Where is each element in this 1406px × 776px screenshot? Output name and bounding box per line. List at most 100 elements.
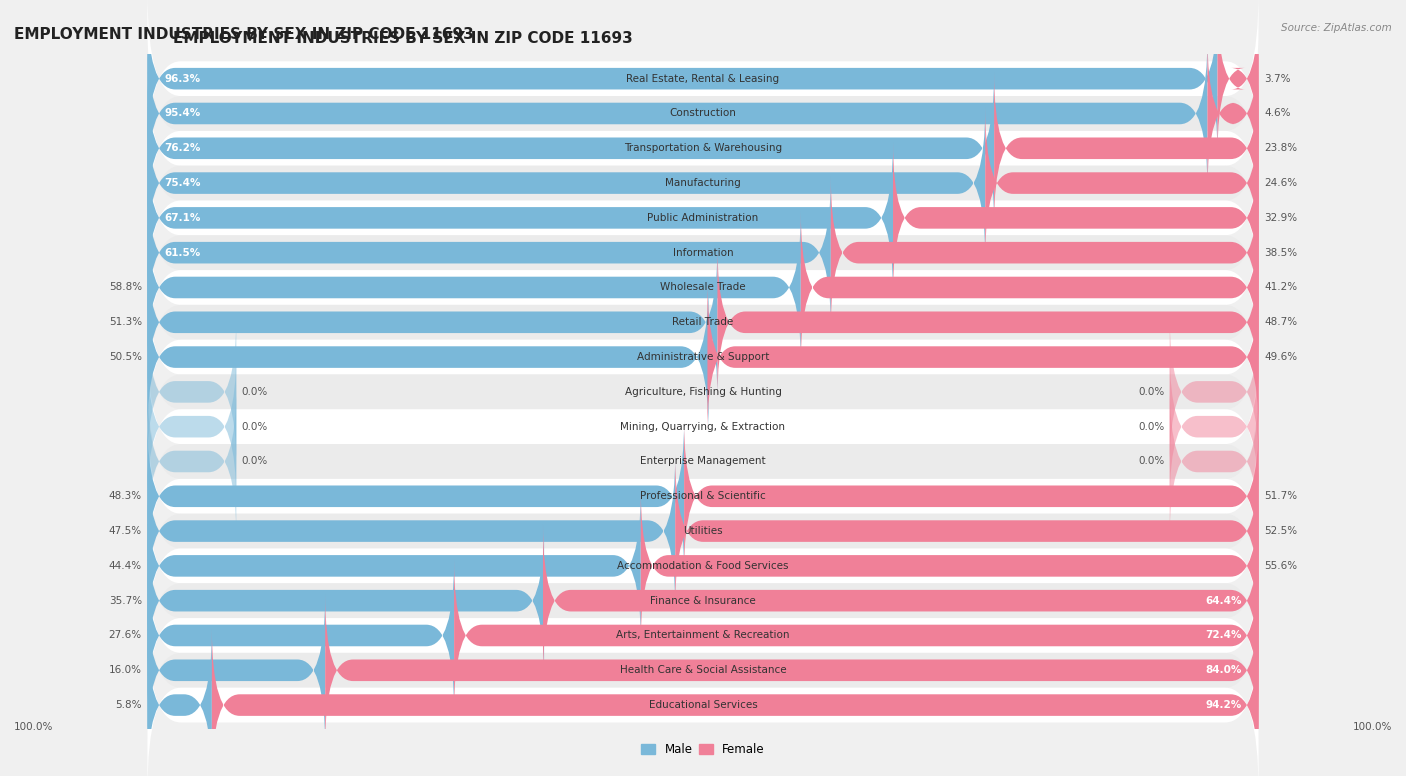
Text: 47.5%: 47.5% [108,526,142,536]
FancyBboxPatch shape [148,246,717,399]
FancyBboxPatch shape [148,176,831,329]
FancyBboxPatch shape [148,305,1258,479]
FancyBboxPatch shape [148,594,325,747]
Text: Utilities: Utilities [683,526,723,536]
Text: 0.0%: 0.0% [1137,456,1164,466]
Text: 100.0%: 100.0% [14,722,53,732]
Text: Source: ZipAtlas.com: Source: ZipAtlas.com [1281,23,1392,33]
Text: 0.0%: 0.0% [1137,387,1164,397]
Text: 58.8%: 58.8% [108,282,142,293]
Text: 35.7%: 35.7% [108,596,142,606]
FancyBboxPatch shape [148,0,1258,166]
FancyBboxPatch shape [831,176,1258,329]
FancyBboxPatch shape [148,618,1258,776]
Text: 61.5%: 61.5% [165,248,200,258]
Text: Professional & Scientific: Professional & Scientific [640,491,766,501]
Text: Public Administration: Public Administration [647,213,759,223]
Text: 51.7%: 51.7% [1264,491,1298,501]
FancyBboxPatch shape [325,594,1258,747]
FancyBboxPatch shape [148,281,709,433]
Text: Construction: Construction [669,109,737,119]
Text: 48.7%: 48.7% [1264,317,1298,327]
FancyBboxPatch shape [685,420,1258,573]
Text: 23.8%: 23.8% [1264,144,1298,154]
FancyBboxPatch shape [148,26,1258,200]
FancyBboxPatch shape [148,2,1218,155]
Text: Information: Information [672,248,734,258]
FancyBboxPatch shape [675,455,1258,608]
FancyBboxPatch shape [543,525,1258,677]
Text: 24.6%: 24.6% [1264,178,1298,188]
FancyBboxPatch shape [994,72,1258,224]
Text: 64.4%: 64.4% [1205,596,1241,606]
FancyBboxPatch shape [148,166,1258,340]
FancyBboxPatch shape [148,420,685,573]
Text: Finance & Insurance: Finance & Insurance [650,596,756,606]
Text: 0.0%: 0.0% [1137,421,1164,431]
FancyBboxPatch shape [148,525,544,677]
Text: Mining, Quarrying, & Extraction: Mining, Quarrying, & Extraction [620,421,786,431]
Text: Enterprise Management: Enterprise Management [640,456,766,466]
Text: 3.7%: 3.7% [1264,74,1291,84]
Text: 55.6%: 55.6% [1264,561,1298,571]
FancyBboxPatch shape [148,375,1258,549]
Text: 52.5%: 52.5% [1264,526,1298,536]
FancyBboxPatch shape [148,61,1258,235]
FancyBboxPatch shape [148,107,986,259]
FancyBboxPatch shape [148,72,994,224]
Text: 95.4%: 95.4% [165,109,200,119]
Text: Transportation & Warehousing: Transportation & Warehousing [624,144,782,154]
FancyBboxPatch shape [148,479,1258,653]
FancyBboxPatch shape [1170,385,1258,538]
FancyBboxPatch shape [893,142,1258,294]
FancyBboxPatch shape [148,37,1208,189]
Text: EMPLOYMENT INDUSTRIES BY SEX IN ZIP CODE 11693: EMPLOYMENT INDUSTRIES BY SEX IN ZIP CODE… [14,27,474,42]
FancyBboxPatch shape [212,629,1258,776]
Text: Wholesale Trade: Wholesale Trade [661,282,745,293]
Text: 67.1%: 67.1% [165,213,201,223]
FancyBboxPatch shape [148,96,1258,270]
Text: 51.3%: 51.3% [108,317,142,327]
FancyBboxPatch shape [1218,2,1258,155]
Text: Health Care & Social Assistance: Health Care & Social Assistance [620,665,786,675]
Text: Accommodation & Food Services: Accommodation & Food Services [617,561,789,571]
Text: Educational Services: Educational Services [648,700,758,710]
FancyBboxPatch shape [454,559,1258,712]
Text: Manufacturing: Manufacturing [665,178,741,188]
Text: 48.3%: 48.3% [108,491,142,501]
FancyBboxPatch shape [148,200,1258,375]
Text: 0.0%: 0.0% [242,421,269,431]
FancyBboxPatch shape [148,270,1258,444]
Text: 41.2%: 41.2% [1264,282,1298,293]
FancyBboxPatch shape [148,549,1258,722]
Text: Retail Trade: Retail Trade [672,317,734,327]
Text: 84.0%: 84.0% [1205,665,1241,675]
FancyBboxPatch shape [148,514,1258,688]
Text: 75.4%: 75.4% [165,178,201,188]
Text: 16.0%: 16.0% [108,665,142,675]
FancyBboxPatch shape [717,246,1258,399]
FancyBboxPatch shape [148,131,1258,305]
FancyBboxPatch shape [148,490,641,642]
FancyBboxPatch shape [641,490,1258,642]
Text: 96.3%: 96.3% [165,74,200,84]
FancyBboxPatch shape [148,629,212,776]
Text: Arts, Entertainment & Recreation: Arts, Entertainment & Recreation [616,630,790,640]
FancyBboxPatch shape [148,409,1258,584]
Text: 94.2%: 94.2% [1206,700,1241,710]
Text: 38.5%: 38.5% [1264,248,1298,258]
FancyBboxPatch shape [148,235,1258,409]
FancyBboxPatch shape [148,142,893,294]
Text: 44.4%: 44.4% [108,561,142,571]
FancyBboxPatch shape [801,211,1258,364]
Text: 27.6%: 27.6% [108,630,142,640]
FancyBboxPatch shape [148,385,236,538]
FancyBboxPatch shape [148,316,236,468]
Text: 32.9%: 32.9% [1264,213,1298,223]
Text: 76.2%: 76.2% [165,144,201,154]
FancyBboxPatch shape [148,351,236,503]
FancyBboxPatch shape [1208,37,1258,189]
Text: 49.6%: 49.6% [1264,352,1298,362]
FancyBboxPatch shape [148,455,675,608]
FancyBboxPatch shape [148,340,1258,514]
